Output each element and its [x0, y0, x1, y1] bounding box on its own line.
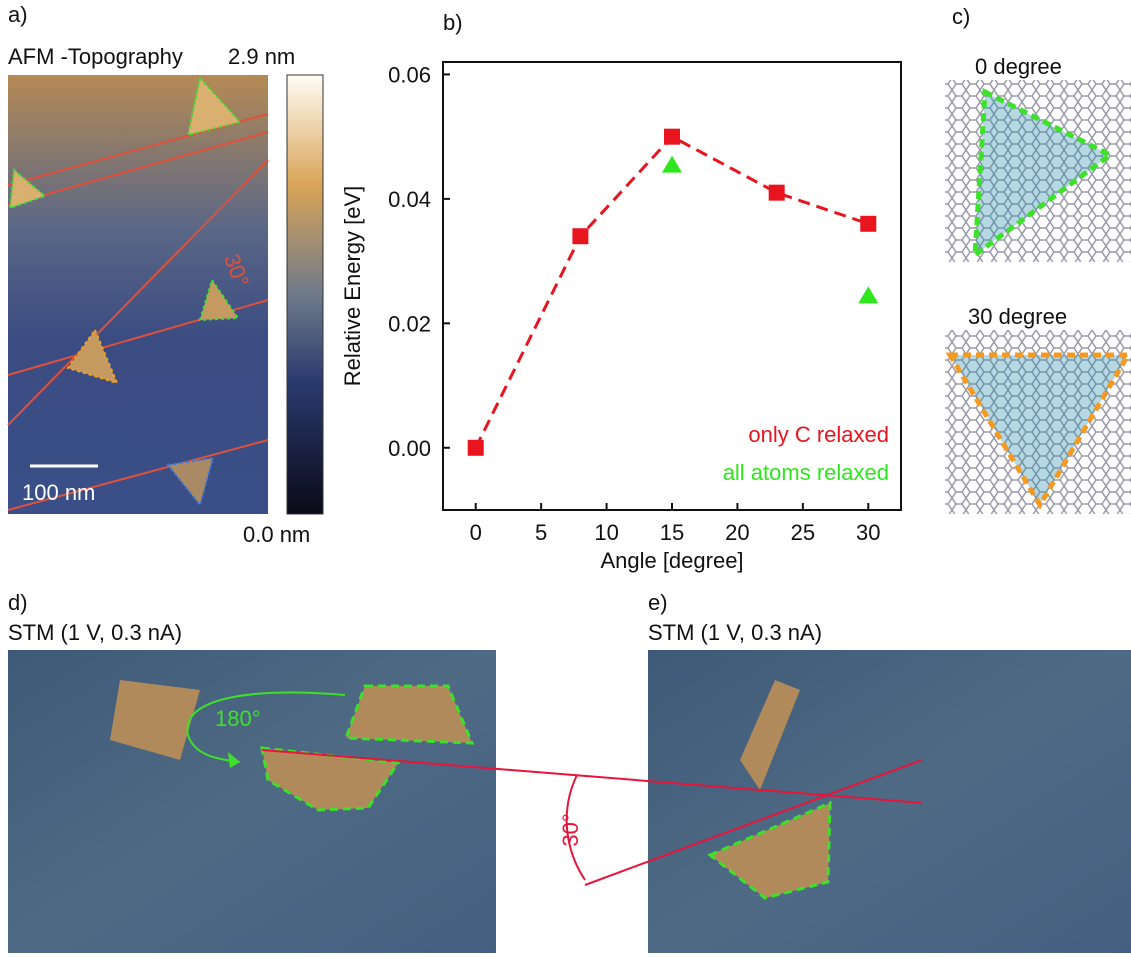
panel-label: c) — [952, 4, 970, 29]
structure-title: 30 degree — [968, 304, 1067, 329]
plot: 0 5 10 15 20 25 30 0.00 0.02 0.04 0.06 Angle [degre… — [340, 61, 902, 573]
panel-label: b) — [443, 10, 463, 35]
marker — [572, 228, 589, 245]
crossing-lines — [261, 749, 923, 886]
legend-entry: only C relaxed — [748, 422, 889, 447]
scale-max: 2.9 nm — [228, 44, 295, 69]
marker — [662, 155, 682, 173]
x-tick-label: 10 — [594, 520, 618, 545]
panel-label: d) — [8, 590, 28, 615]
marker — [664, 128, 680, 145]
x-tick-label: 25 — [791, 520, 815, 545]
panel-label: a) — [8, 2, 28, 27]
marker — [768, 184, 785, 201]
structure-title: 0 degree — [975, 54, 1062, 79]
series-line — [474, 134, 869, 449]
y-tick-label: 0.02 — [388, 311, 431, 336]
x-tick-label: 20 — [725, 520, 749, 545]
image-title: STM (1 V, 0.3 nA) — [648, 620, 822, 645]
x-tick-label: 5 — [535, 520, 547, 545]
y-tick-label: 0.04 — [388, 187, 431, 212]
crossing-angle: 30° — [558, 813, 583, 846]
legend-entry: all atoms relaxed — [723, 460, 889, 485]
marker — [858, 286, 879, 304]
marker — [860, 215, 877, 232]
y-tick-label: 0.06 — [388, 62, 431, 87]
marker — [467, 439, 484, 456]
stm-image — [648, 650, 1131, 953]
x-tick-label: 15 — [660, 520, 684, 545]
stm-image — [8, 650, 496, 953]
structure-image — [945, 330, 1131, 514]
rotation-label: 180° — [215, 706, 261, 731]
panel-label: e) — [648, 590, 668, 615]
x-tick-label: 30 — [856, 520, 880, 545]
x-tick-label: 0 — [470, 520, 482, 545]
image-title: STM (1 V, 0.3 nA) — [8, 620, 182, 645]
colorbar — [286, 74, 324, 515]
y-axis-label: Relative Energy [eV] — [340, 186, 365, 387]
x-axis-label: Angle [degree] — [600, 548, 743, 573]
image-title: AFM -Topography — [8, 44, 183, 69]
scale-bar-label: 100 nm — [22, 480, 95, 505]
structure-image — [945, 80, 1131, 262]
y-tick-label: 0.00 — [388, 436, 431, 461]
afm-image — [7, 75, 269, 514]
scale-min: 0.0 nm — [243, 522, 310, 547]
